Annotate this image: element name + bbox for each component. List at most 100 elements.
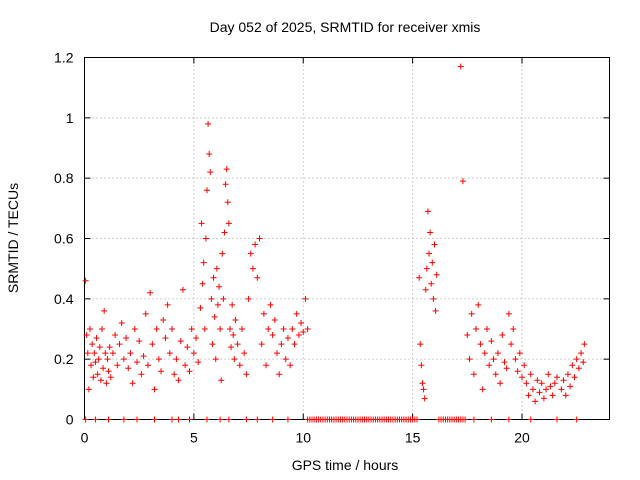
data-point (267, 301, 274, 308)
data-point (567, 383, 574, 390)
data-point (514, 368, 521, 375)
data-point (127, 350, 134, 357)
data-point (105, 416, 112, 423)
data-point (271, 316, 278, 323)
data-point (90, 374, 97, 381)
data-point (258, 341, 265, 348)
data-point (190, 350, 197, 357)
data-point (204, 416, 210, 423)
data-point (169, 416, 175, 423)
data-point (488, 338, 495, 345)
data-point (217, 326, 224, 332)
data-point (211, 313, 218, 320)
data-point (573, 416, 580, 423)
data-point (164, 301, 171, 308)
data-point (529, 386, 536, 393)
data-point (558, 386, 565, 393)
data-point (431, 241, 438, 248)
data-point (426, 250, 433, 257)
data-point (289, 326, 296, 332)
data-point (280, 326, 287, 332)
data-point (428, 280, 435, 287)
data-point (106, 344, 113, 351)
data-point (284, 335, 291, 342)
data-point (171, 371, 178, 378)
data-point (581, 341, 588, 348)
data-point (417, 341, 424, 348)
data-point (151, 416, 158, 423)
data-point (470, 371, 477, 378)
data-point (230, 332, 237, 339)
data-point (419, 380, 426, 387)
data-point (580, 359, 587, 366)
data-point (153, 326, 160, 332)
data-point (220, 295, 227, 302)
data-point (510, 326, 517, 332)
data-point (112, 332, 119, 339)
data-point (477, 341, 484, 348)
data-point (95, 356, 102, 363)
data-point (193, 335, 200, 342)
data-point (423, 265, 430, 272)
data-point (252, 241, 259, 248)
data-point (184, 344, 191, 351)
data-point (249, 265, 256, 272)
y-axis-label: SRMTID / TECUs (5, 183, 21, 293)
data-point (418, 362, 425, 369)
data-point (505, 310, 512, 317)
data-point (241, 350, 248, 357)
data-point (91, 350, 98, 357)
data-point (254, 416, 261, 423)
plot-frame (84, 57, 610, 420)
data-point (424, 208, 431, 215)
data-point (97, 377, 104, 384)
data-point (569, 362, 576, 369)
data-point (228, 344, 235, 351)
data-point (284, 416, 291, 423)
data-point (479, 386, 486, 393)
data-point (549, 392, 556, 399)
data-point (213, 265, 220, 272)
data-point (94, 371, 101, 378)
data-point (136, 338, 143, 345)
data-point (182, 362, 189, 369)
data-point (224, 199, 231, 206)
data-point (210, 274, 217, 281)
data-point (462, 416, 469, 423)
data-point (99, 326, 105, 332)
data-point (216, 283, 223, 290)
data-point (188, 326, 195, 332)
data-point (104, 356, 111, 363)
data-point (300, 329, 307, 336)
data-point (468, 310, 475, 317)
y-tick-label: 0 (66, 412, 74, 428)
data-point (274, 350, 280, 357)
data-point (217, 416, 224, 423)
data-point (199, 280, 206, 287)
data-point (282, 356, 289, 363)
data-point (519, 374, 525, 381)
data-point (247, 250, 254, 257)
data-point (512, 356, 519, 363)
data-point (204, 187, 210, 194)
data-point (84, 350, 91, 357)
data-point (499, 332, 506, 339)
data-point (525, 392, 532, 399)
data-point (102, 350, 109, 357)
data-point (107, 374, 114, 381)
data-point (433, 271, 440, 278)
data-point (169, 326, 175, 332)
data-point (578, 350, 585, 357)
data-point (166, 350, 173, 357)
data-point (158, 368, 165, 375)
data-point (459, 178, 466, 185)
data-point (298, 319, 305, 326)
data-point (173, 356, 180, 363)
data-point (457, 63, 464, 70)
data-point (573, 356, 580, 363)
data-point (88, 362, 95, 369)
data-point (85, 386, 92, 393)
x-tick-label: 20 (514, 430, 530, 446)
data-point (129, 380, 136, 387)
